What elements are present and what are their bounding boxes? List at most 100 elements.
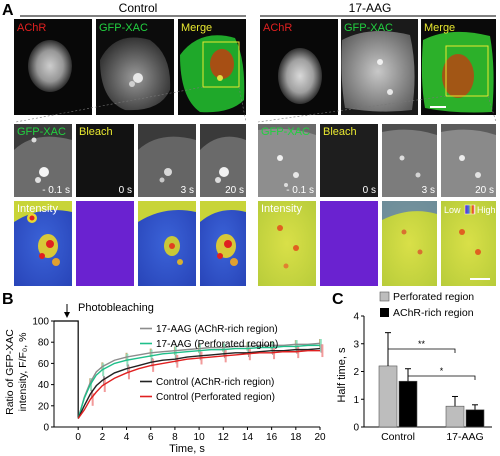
condition-control-title: Control — [119, 1, 158, 15]
y-axis-label-line1: Ratio of GFP-XAC — [4, 329, 16, 415]
label-merge-aag: Merge — [424, 22, 455, 34]
label-intensity-aag: Intensity — [261, 203, 302, 215]
x-tick-label: 14 — [242, 432, 254, 443]
x-tick-label: 4 — [124, 432, 130, 443]
zoom-line-aag-right — [487, 95, 497, 123]
label-gfp-xac-aag: GFP-XAC — [344, 22, 393, 34]
x-tick-label: 0 — [75, 432, 81, 443]
series-line — [77, 347, 321, 419]
c-legend-swatch — [380, 308, 389, 317]
legend-label: 17-AAG (AChR-rich region) — [156, 324, 278, 335]
aag-gfp-xac-image: GFP-XAC — [341, 19, 418, 115]
time-label: - 0.1 s — [286, 185, 314, 196]
c-legend-swatch — [379, 291, 390, 302]
lut-colorbar — [464, 204, 476, 215]
legend-label: 17-AAG (Perforated region) — [156, 339, 278, 350]
aag-achr-image: AChR — [260, 19, 338, 115]
aag-heat-bleach — [320, 201, 378, 286]
panel-b-letter: B — [2, 291, 14, 308]
c-category-label: 17-AAG — [446, 431, 483, 443]
zoom-line-control-right — [238, 86, 247, 123]
time-label: 0 s — [363, 185, 376, 196]
x-tick-label: 18 — [290, 432, 302, 443]
sig-bracket-perforated-label: ** — [418, 339, 426, 349]
photobleaching-arrowhead — [64, 312, 70, 318]
label-gfp-xac-zoom-aag: GFP-XAC — [261, 126, 310, 138]
lut-high-label: High — [477, 205, 496, 215]
recovery-line-chart: Ratio of GFP-XAC intensity, F/F₀, % Time… — [4, 302, 326, 455]
control-frame-pre: GFP-XAC - 0.1 s — [14, 124, 72, 197]
control-gfp-xac-image: GFP-XAC — [96, 19, 174, 115]
time-label: - 0.1 s — [42, 185, 70, 196]
label-gfp-xac-zoom: GFP-XAC — [17, 126, 66, 138]
panel-c-letter: C — [332, 291, 344, 308]
label-gfp-xac: GFP-XAC — [99, 22, 148, 34]
aag-heat-20s: Low High — [441, 201, 496, 286]
time-label: 20 s — [225, 185, 244, 196]
c-y-tick-label: 3 — [353, 339, 359, 350]
aag-merge-image: Merge — [421, 19, 496, 115]
time-label: 20 s — [475, 185, 494, 196]
c-y-tick-label: 4 — [353, 312, 359, 323]
time-label: 0 s — [119, 185, 132, 196]
label-intensity: Intensity — [17, 203, 58, 215]
label-achr-aag: AChR — [263, 22, 292, 34]
control-merge-image: Merge — [178, 19, 246, 115]
x-tick-label: 6 — [148, 432, 154, 443]
label-bleach-aag: Bleach — [323, 126, 357, 138]
series-line — [77, 344, 320, 419]
x-tick-label: 20 — [314, 432, 326, 443]
x-tick-label: 2 — [100, 432, 106, 443]
panel-a-letter: A — [2, 2, 14, 19]
sig-bracket-perforated — [387, 348, 456, 353]
x-tick-label: 16 — [266, 432, 278, 443]
y-tick-label: 20 — [38, 401, 50, 412]
c-bar — [465, 409, 485, 428]
control-frame-3s: 3 s — [138, 124, 196, 197]
c-y-tick-label: 1 — [353, 395, 359, 406]
lut-low-label: Low — [444, 205, 461, 215]
control-heat-3s — [138, 201, 196, 286]
x-tick-label: 10 — [194, 432, 206, 443]
c-y-tick-label: 0 — [353, 423, 359, 434]
label-bleach: Bleach — [79, 126, 113, 138]
control-heat-bleach — [76, 201, 134, 286]
c-legend-label: AChR-rich region — [393, 307, 474, 319]
condition-aag-title: 17-AAG — [349, 1, 392, 15]
c-category-label: Control — [381, 431, 415, 443]
c-bar — [398, 380, 418, 428]
aag-frame-3s: 3 s — [382, 124, 437, 197]
series-line — [77, 349, 320, 419]
c-bar — [378, 365, 398, 428]
x-tick-label: 12 — [218, 432, 230, 443]
c-y-axis-label: Half time, s — [336, 347, 348, 403]
legend-label: Control (AChR-rich region) — [156, 377, 274, 388]
prebleach-baseline — [54, 320, 79, 419]
control-frame-20s: 20 s — [200, 124, 246, 197]
aag-heat-3s — [382, 201, 437, 286]
y-axis-label-line2: intensity, F/F₀, % — [17, 333, 29, 412]
c-y-tick-label: 2 — [353, 367, 359, 378]
aag-frame-bleach: Bleach 0 s — [320, 124, 378, 197]
aag-frame-pre: GFP-XAC - 0.1 s — [258, 124, 316, 197]
y-tick-label: 40 — [38, 380, 50, 391]
aag-roi-box — [445, 45, 489, 97]
label-achr: AChR — [17, 22, 46, 34]
c-legend-label: Perforated region — [393, 291, 474, 303]
label-merge: Merge — [181, 22, 212, 34]
control-heat-20s — [200, 201, 246, 286]
aag-heat-pre: Intensity — [258, 201, 316, 286]
sig-bracket-achr — [407, 375, 476, 380]
x-tick-label: 8 — [172, 432, 178, 443]
aag-frame-20s: 20 s — [441, 124, 496, 197]
control-achr-image: AChR — [14, 19, 92, 115]
series-line — [77, 342, 321, 419]
y-tick-label: 100 — [32, 317, 49, 328]
y-tick-label: 0 — [43, 423, 49, 434]
control-frame-bleach: Bleach 0 s — [76, 124, 134, 197]
photobleaching-annotation: Photobleaching — [78, 302, 154, 314]
y-tick-label: 60 — [38, 359, 50, 370]
control-roi-box — [202, 41, 240, 88]
